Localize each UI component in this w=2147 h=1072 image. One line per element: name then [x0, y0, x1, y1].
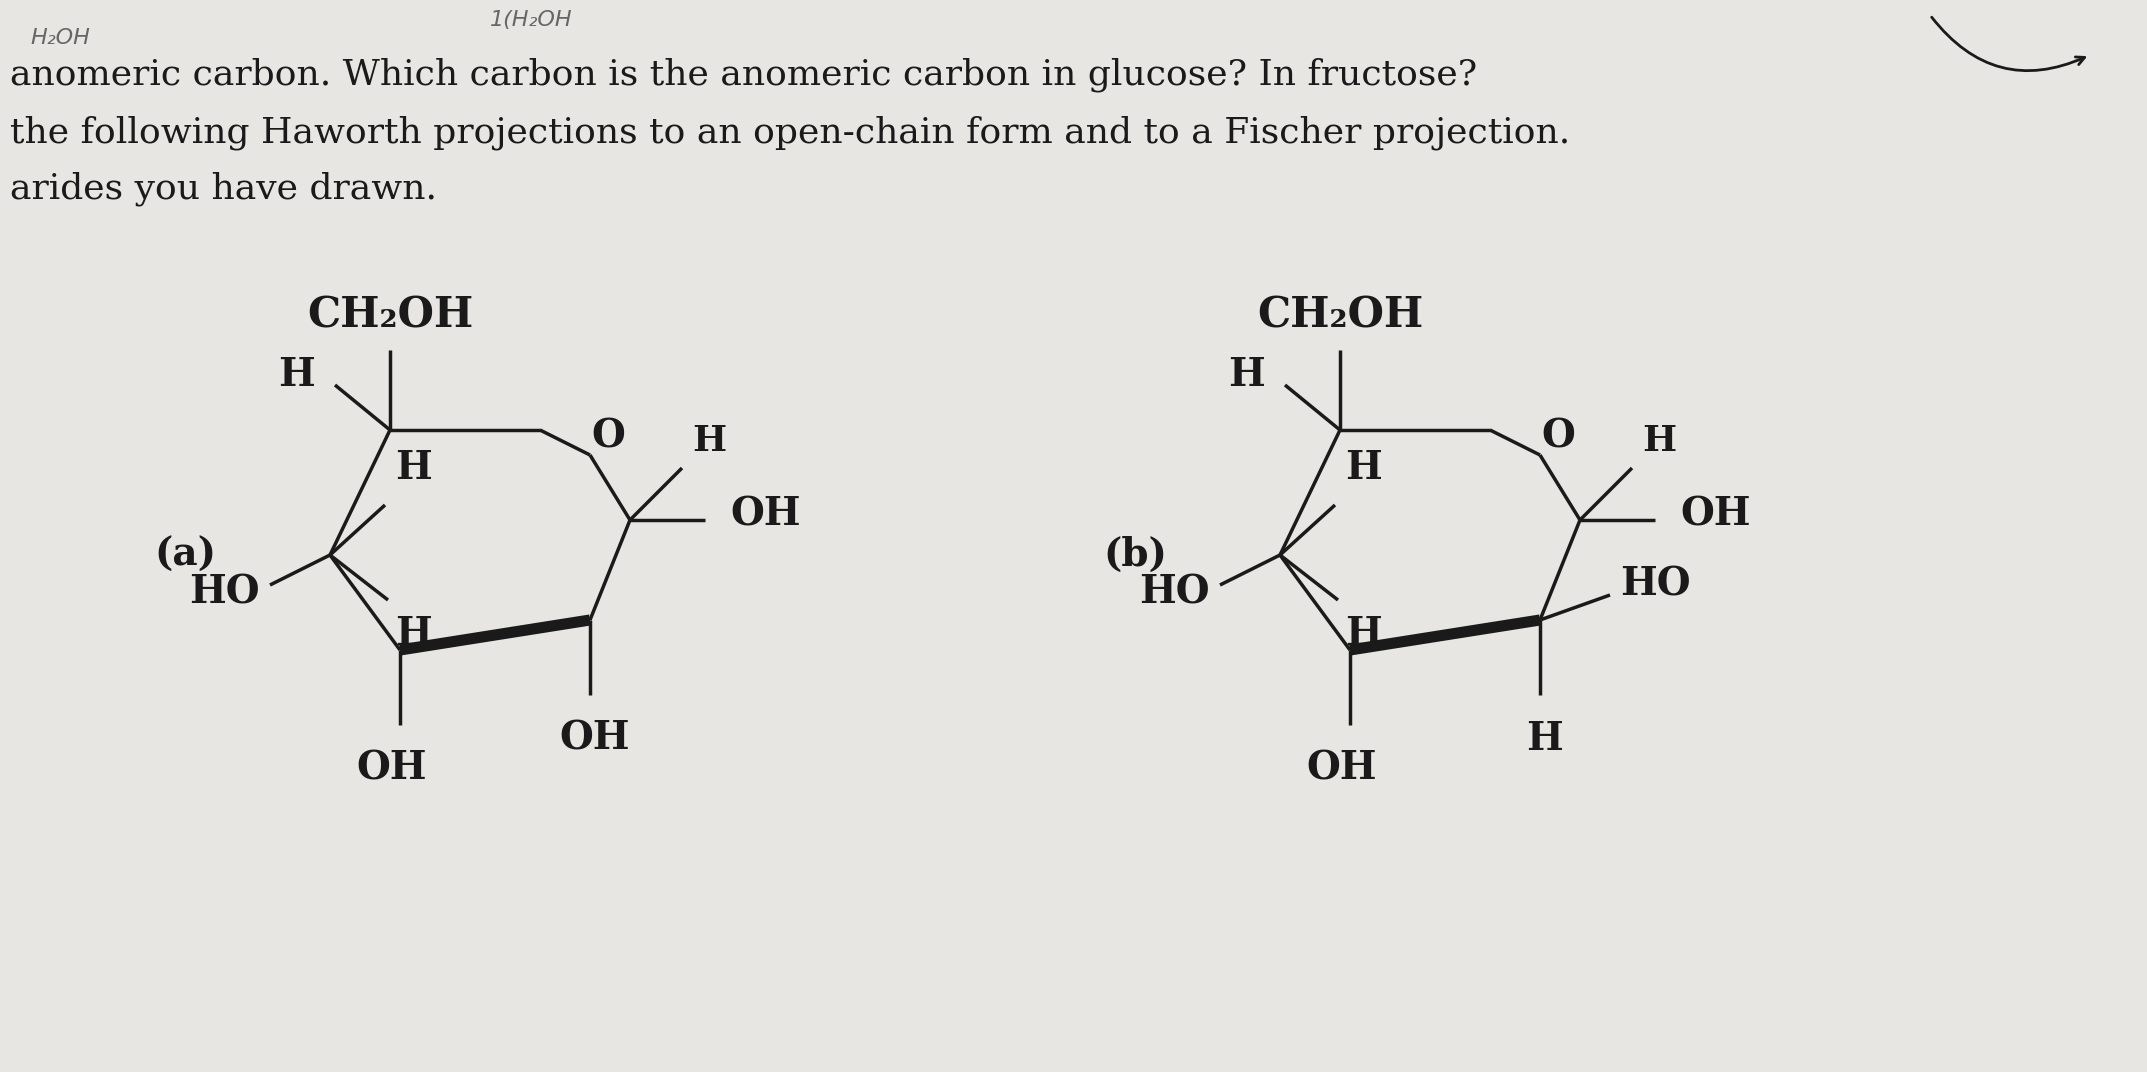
Text: OH: OH [560, 720, 631, 758]
Text: CH₂OH: CH₂OH [1256, 294, 1423, 336]
Text: OH: OH [356, 750, 427, 788]
Text: OH: OH [1308, 750, 1376, 788]
Text: H: H [1527, 720, 1563, 758]
Text: H: H [1228, 356, 1265, 394]
Text: the following Haworth projections to an open-chain form and to a Fischer project: the following Haworth projections to an … [11, 115, 1569, 149]
Text: HO: HO [1621, 566, 1690, 604]
Text: (a): (a) [155, 536, 217, 574]
Text: H: H [395, 615, 432, 653]
Text: H: H [691, 425, 726, 458]
Text: O: O [590, 418, 625, 456]
Text: O: O [1542, 418, 1576, 456]
Text: (b): (b) [1104, 536, 1168, 574]
Text: HO: HO [189, 574, 260, 612]
Text: arides you have drawn.: arides you have drawn. [11, 172, 438, 207]
FancyArrowPatch shape [1932, 17, 2085, 71]
Text: H₂OH: H₂OH [30, 28, 90, 48]
Text: CH₂OH: CH₂OH [307, 294, 472, 336]
Text: HO: HO [1140, 574, 1211, 612]
Text: H: H [1344, 615, 1383, 653]
Text: OH: OH [1679, 496, 1750, 534]
Text: H: H [1642, 425, 1677, 458]
Text: H: H [1344, 449, 1383, 487]
Text: 1(H₂OH: 1(H₂OH [490, 10, 573, 30]
Text: anomeric carbon. Which carbon is the anomeric carbon in glucose? In fructose?: anomeric carbon. Which carbon is the ano… [11, 58, 1477, 92]
Text: OH: OH [730, 496, 801, 534]
Text: H: H [395, 449, 432, 487]
Text: H: H [279, 356, 316, 394]
